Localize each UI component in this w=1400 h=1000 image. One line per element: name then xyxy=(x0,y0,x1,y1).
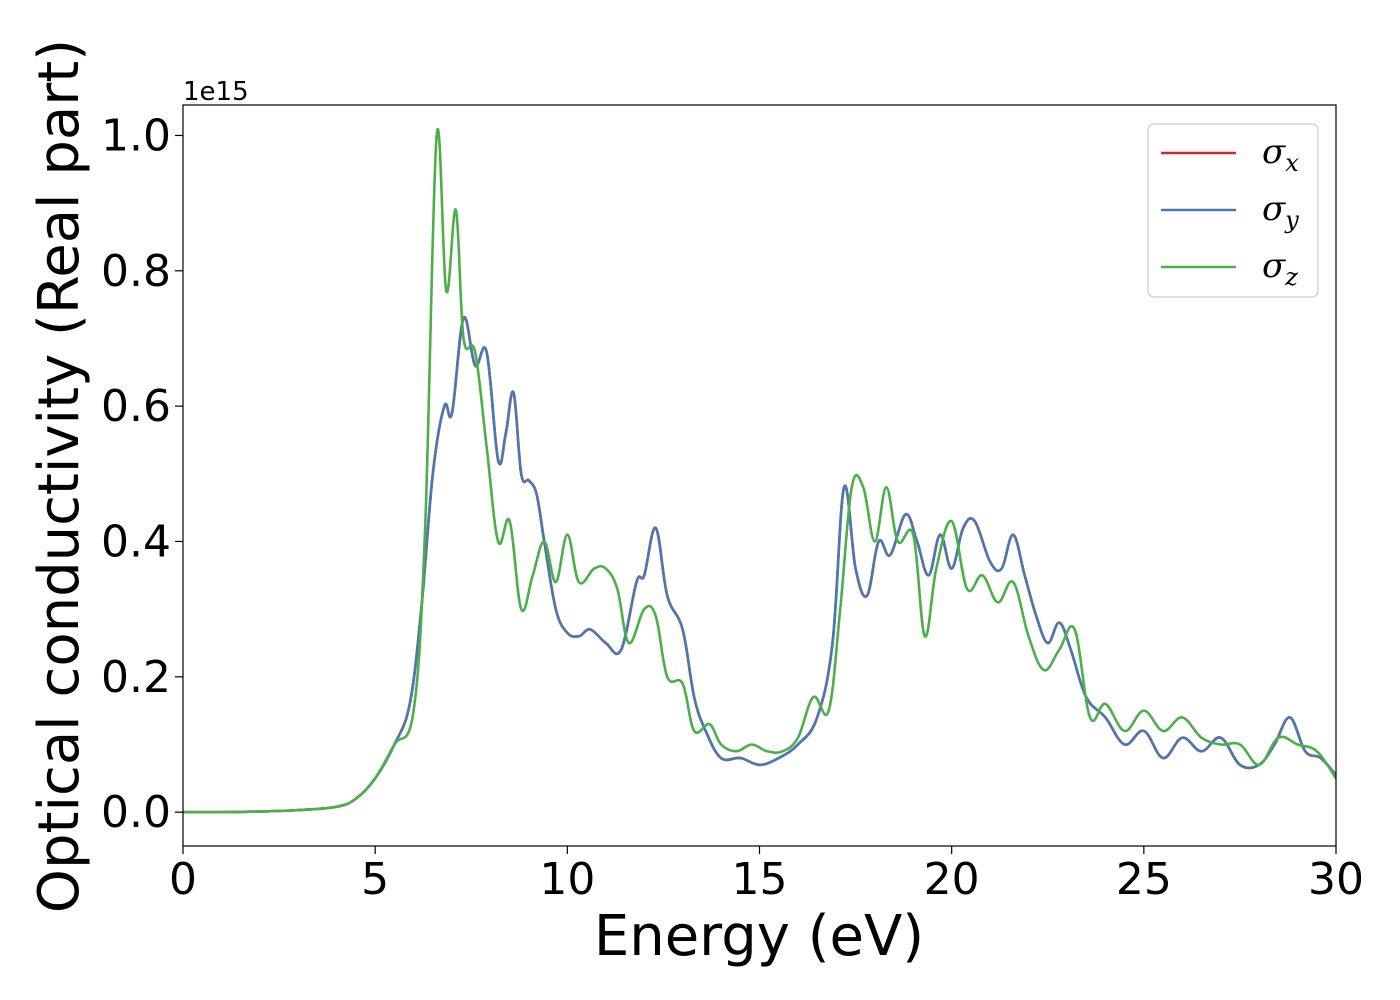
y-tick-label: 1.0 xyxy=(101,110,171,161)
y-axis: 0.0 0.2 0.4 0.6 0.8 1.0 xyxy=(101,110,183,838)
plot-area xyxy=(183,105,1336,846)
x-tick-label: 20 xyxy=(924,854,980,905)
x-axis: 0 5 10 15 20 25 30 xyxy=(169,846,1364,905)
x-axis-title: Energy (eV) xyxy=(594,904,924,969)
series-line-z xyxy=(183,128,1336,814)
legend-label-x: σx xyxy=(1262,132,1299,177)
legend-symbol: σ xyxy=(1262,189,1286,229)
y-tick-label: 0.0 xyxy=(101,787,171,838)
x-tick-label: 15 xyxy=(732,854,788,905)
y-tick-label: 0.8 xyxy=(101,246,171,297)
x-tick-label: 0 xyxy=(169,854,197,905)
y-tick-label: 0.4 xyxy=(101,516,171,567)
legend-symbol: σ xyxy=(1262,132,1286,172)
legend-label-z: σz xyxy=(1262,246,1298,291)
legend-label-y: σy xyxy=(1262,189,1299,234)
y-offset-label: 1e15 xyxy=(183,77,249,107)
legend-symbol: σ xyxy=(1262,246,1286,286)
x-tick-label: 30 xyxy=(1308,854,1364,905)
y-tick-label: 0.2 xyxy=(101,652,171,703)
legend-subscript: y xyxy=(1284,206,1299,234)
legend-subscript: x xyxy=(1285,149,1299,177)
y-axis-title: Optical conductivity (Real part) xyxy=(27,39,92,913)
y-tick-label: 0.6 xyxy=(101,381,171,432)
series-layer xyxy=(183,128,1336,814)
x-tick-label: 25 xyxy=(1116,854,1172,905)
series-line-y xyxy=(183,316,1336,814)
x-tick-label: 5 xyxy=(361,854,389,905)
legend-subscript: z xyxy=(1284,263,1298,291)
x-tick-label: 10 xyxy=(539,854,595,905)
